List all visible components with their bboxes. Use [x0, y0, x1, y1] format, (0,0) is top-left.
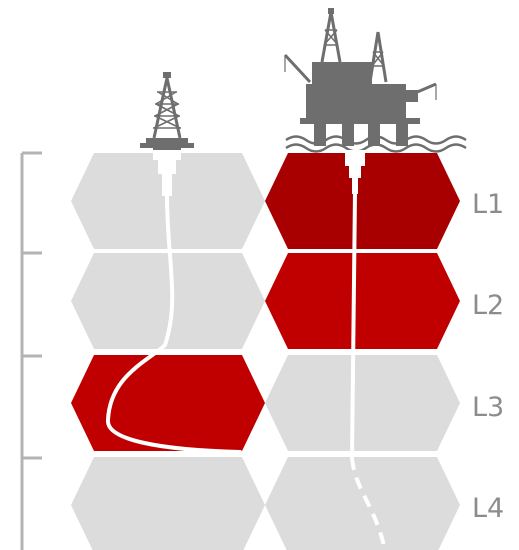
- onshore-well-path: [106, 193, 242, 454]
- level-bracket: [20, 151, 42, 550]
- onshore-hex-l3: [71, 355, 265, 451]
- offshore-hex-l1: [265, 153, 460, 249]
- offshore-platform-icon: [283, 8, 467, 153]
- oil-derrick-icon: [140, 72, 194, 153]
- offshore-hex-l4: [265, 457, 460, 550]
- level-label-l1: L1: [472, 189, 504, 220]
- offshore-hex-l2: [265, 253, 460, 349]
- level-label-l3: L3: [472, 392, 504, 423]
- offshore-hex-l3: [265, 355, 460, 451]
- onshore-wellhead: [153, 150, 181, 196]
- offshore-well-path-projected: [350, 457, 387, 550]
- offshore-wellhead: [345, 150, 365, 194]
- level-label-l4: L4: [472, 493, 504, 524]
- level-labels: L1 L2 L3 L4: [472, 189, 504, 524]
- onshore-hex-l2: [71, 253, 265, 349]
- offshore-column: [265, 153, 460, 550]
- onshore-hex-l4: [71, 457, 265, 550]
- level-label-l2: L2: [472, 290, 504, 321]
- offshore-well-path: [350, 190, 357, 460]
